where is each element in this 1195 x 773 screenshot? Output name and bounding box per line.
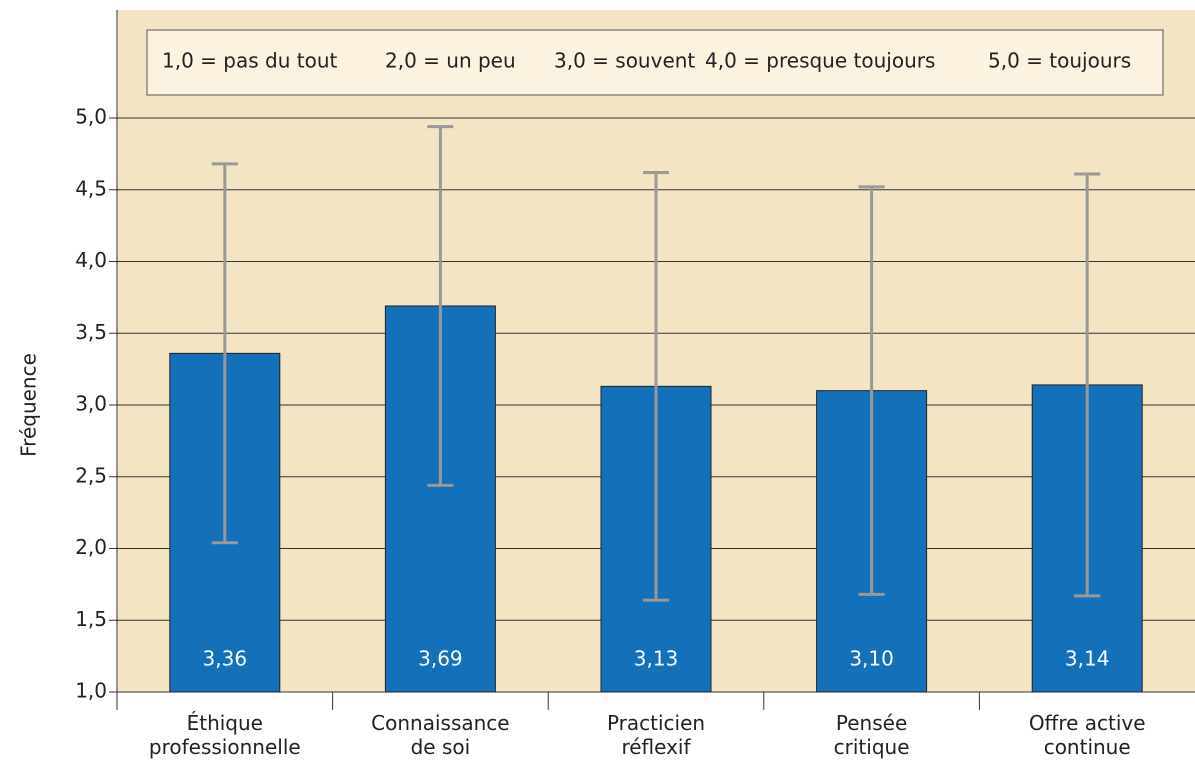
legend-item: 1,0 = pas du tout xyxy=(162,49,337,73)
y-tick-label: 3,5 xyxy=(75,320,107,344)
y-tick-label: 1,0 xyxy=(75,679,107,703)
x-tick-label: Practicien réflexif xyxy=(607,711,705,759)
legend-item: 2,0 = un peu xyxy=(385,49,516,73)
y-tick-label: 4,0 xyxy=(75,248,107,272)
y-tick-label: 2,5 xyxy=(75,463,107,487)
legend-item: 5,0 = toujours xyxy=(988,49,1131,73)
y-tick-label: 2,0 xyxy=(75,535,107,559)
x-tick-label: Offre active continue xyxy=(1029,711,1146,759)
legend-box xyxy=(146,29,1164,96)
value-label: 3,36 xyxy=(203,647,248,671)
value-label: 3,69 xyxy=(418,647,463,671)
legend-item: 4,0 = presque toujours xyxy=(705,49,935,73)
x-tick-label: Pensée critique xyxy=(834,711,910,759)
x-tick-label: Connaissance de soi xyxy=(371,711,509,759)
value-label: 3,13 xyxy=(634,647,679,671)
y-axis-label: Fréquence xyxy=(17,353,41,457)
y-tick-label: 5,0 xyxy=(75,105,107,129)
value-label: 3,10 xyxy=(849,647,894,671)
legend-item: 3,0 = souvent xyxy=(554,49,695,73)
y-tick-label: 4,5 xyxy=(75,176,107,200)
y-tick-label: 3,0 xyxy=(75,392,107,416)
value-label: 3,14 xyxy=(1065,647,1110,671)
y-tick-label: 1,5 xyxy=(75,607,107,631)
x-tick-label: Éthique professionnelle xyxy=(149,711,301,759)
